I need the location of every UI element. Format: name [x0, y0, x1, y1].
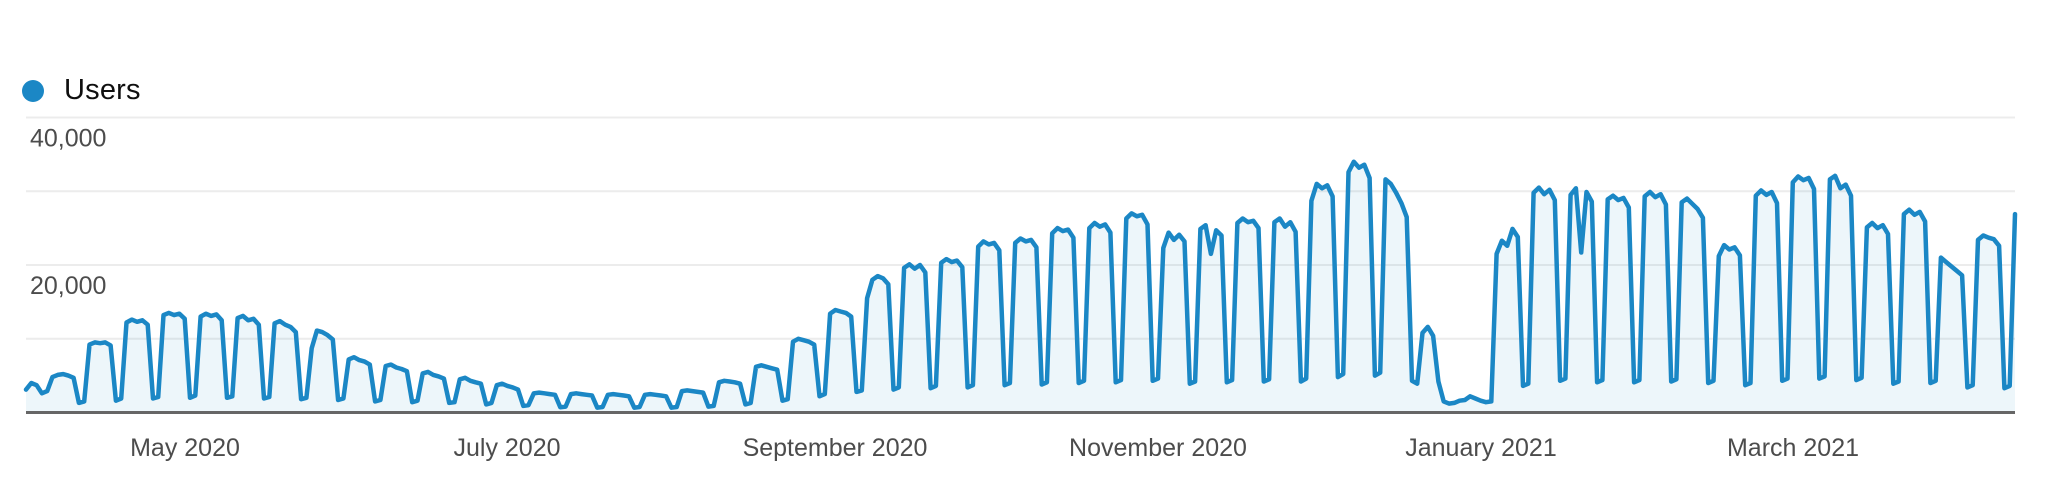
y-axis-label-40000: 40,000	[30, 125, 106, 153]
x-axis-label-may-2020: May 2020	[130, 434, 240, 462]
x-axis-label-march-2021: March 2021	[1727, 434, 1859, 462]
x-axis-label-september-2020: September 2020	[743, 434, 928, 462]
x-axis-label-november-2020: November 2020	[1069, 434, 1247, 462]
x-axis-label-january-2021: January 2021	[1405, 434, 1557, 462]
chart-legend: Users	[22, 74, 141, 107]
users-series-dot-icon	[22, 79, 44, 102]
users-area-fill	[26, 161, 2015, 413]
users-line[interactable]	[23, 159, 2018, 410]
x-axis-label-july-2020: July 2020	[453, 434, 560, 462]
users-series-label: Users	[64, 74, 141, 106]
y-axis-label-20000: 20,000	[30, 272, 106, 300]
